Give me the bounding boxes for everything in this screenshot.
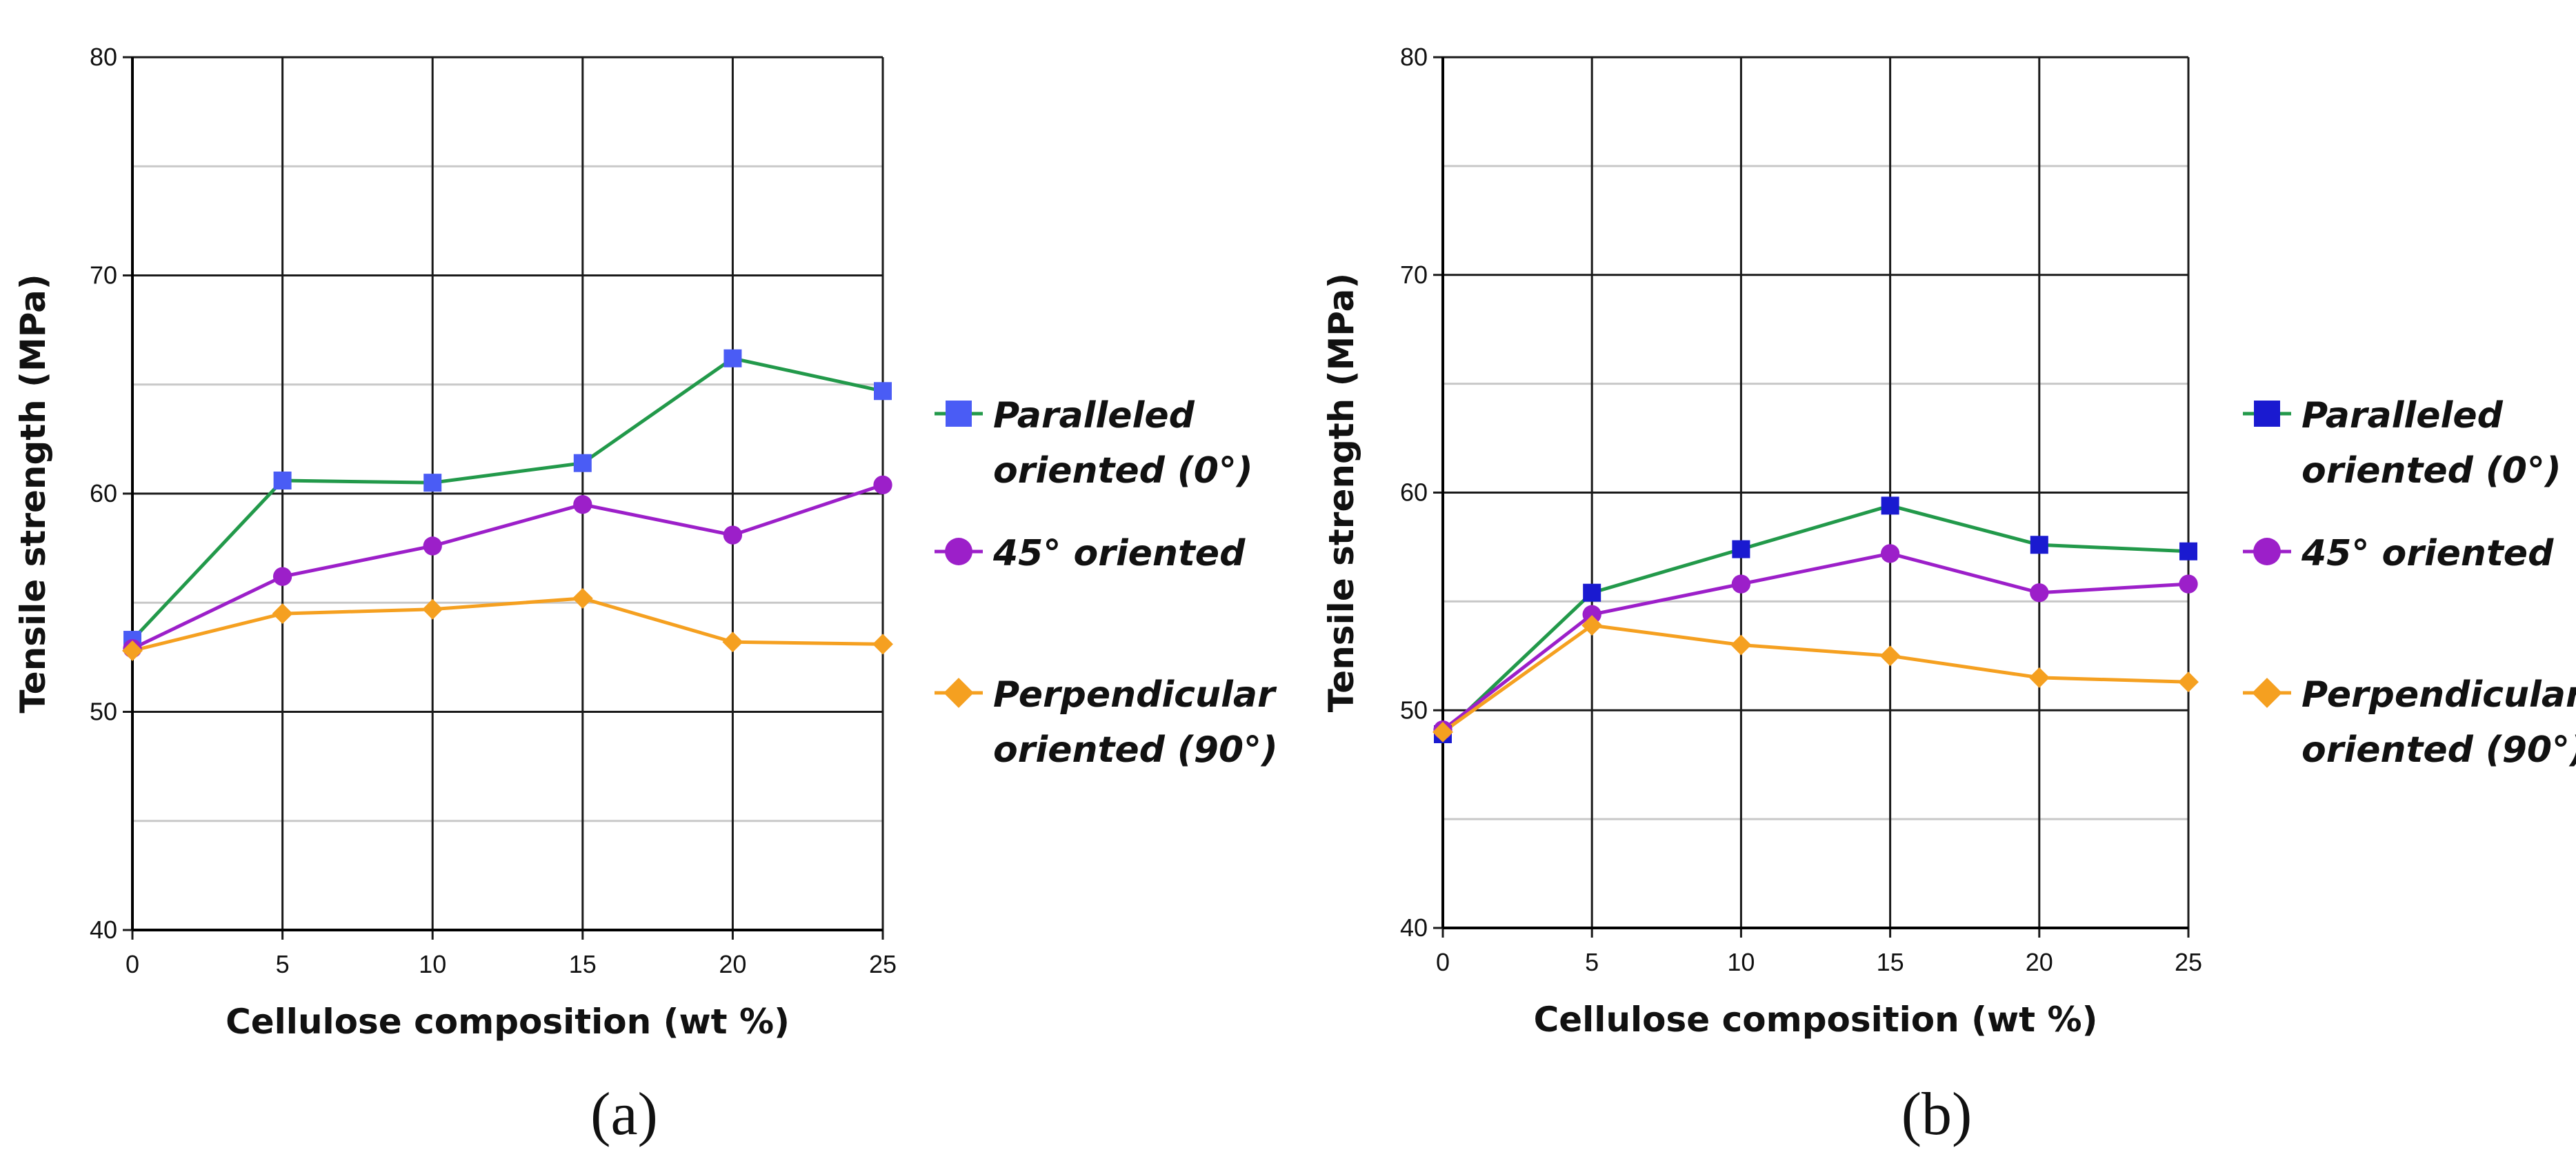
y-tick-label: 40 (1400, 913, 1428, 942)
legend-label: 45° oriented (2301, 533, 2554, 574)
legend-entry-0: Paralleled oriented (0°) (935, 395, 1253, 492)
legend-entry-1: 45° oriented (2243, 533, 2554, 574)
data-point-series-0 (2179, 542, 2197, 560)
data-point-series-0 (2030, 536, 2048, 554)
x-tick-label: 15 (569, 950, 597, 978)
y-axis-title: Tensile strength (MPa) (1321, 273, 1361, 712)
data-point-series-1 (723, 525, 743, 545)
legend-label: oriented (0°) (993, 450, 1253, 492)
legend-label: oriented (0°) (2302, 450, 2562, 492)
data-point-series-0 (273, 472, 292, 490)
data-point-series-2 (422, 598, 443, 620)
series-line-1 (131, 483, 883, 650)
data-point-series-0 (723, 349, 742, 367)
data-point-series-2 (1879, 645, 1901, 667)
data-point-series-1 (1880, 544, 1900, 563)
x-tick-label: 5 (1585, 948, 1599, 976)
data-point-series-2 (272, 603, 293, 625)
y-tick-label: 60 (90, 479, 117, 507)
legend-label: Paralleled (2302, 395, 2504, 436)
x-tick-label: 10 (1727, 948, 1755, 976)
series-line-2 (132, 596, 883, 653)
data-point-series-0 (1583, 583, 1601, 602)
legend-label: Paralleled (993, 395, 1195, 436)
y-tick-label: 80 (1400, 43, 1428, 71)
data-point-series-2 (1730, 634, 1752, 656)
y-axis-title: Tensile strength (MPa) (13, 274, 53, 713)
data-point-series-1 (1582, 605, 1601, 624)
data-point-series-1 (873, 475, 892, 494)
data-point-series-1 (2179, 574, 2198, 594)
legend-label: oriented (90°) (2302, 729, 2576, 771)
data-point-series-2 (2178, 671, 2199, 693)
data-point-series-1 (2030, 583, 2049, 603)
legend-entry-2: Perpendicular oriented (90°) (935, 674, 1278, 771)
y-tick-label: 50 (90, 698, 117, 726)
data-point-series-2 (722, 632, 743, 653)
data-point-series-1 (272, 567, 292, 586)
legend-marker (945, 538, 972, 565)
legend-label: Perpendicular (993, 674, 1277, 716)
legend-entry-0: Paralleled oriented (0°) (2243, 395, 2562, 492)
data-point-series-2 (2028, 667, 2050, 688)
x-tick-label: 20 (2026, 948, 2053, 976)
x-tick-label: 25 (2175, 948, 2202, 976)
y-tick-label: 80 (90, 43, 117, 71)
series-line-2 (1441, 623, 2189, 734)
x-tick-label: 0 (126, 950, 139, 978)
x-tick-label: 20 (719, 950, 746, 978)
chart-panel-0: 40 50 60 70 80 0 5 10 15 20 25 Cellulose compositio… (13, 43, 1278, 1148)
data-point-series-2 (1432, 721, 1453, 742)
legend-entry-1: 45° oriented (935, 533, 1246, 574)
x-tick-label: 5 (276, 950, 290, 978)
legend-marker (2252, 678, 2282, 708)
y-tick-label: 70 (1400, 261, 1428, 289)
x-tick-label: 25 (869, 950, 897, 978)
legend-marker (2254, 401, 2280, 427)
legend-marker (946, 401, 972, 427)
data-point-series-2 (572, 587, 593, 609)
legend-label: Perpendicular (2302, 674, 2576, 716)
x-tick-label: 0 (1436, 948, 1450, 976)
y-tick-label: 50 (1400, 696, 1428, 724)
legend-marker (943, 678, 974, 708)
legend-label: oriented (90°) (993, 729, 1278, 771)
series-line-0 (131, 356, 883, 641)
panel-label: (b) (1901, 1081, 1973, 1148)
data-point-series-2 (872, 634, 893, 655)
legend-marker (2253, 538, 2281, 565)
data-point-series-0 (1881, 496, 1899, 515)
series-line-0 (1441, 503, 2189, 736)
x-tick-label: 10 (419, 950, 446, 978)
y-tick-label: 40 (90, 916, 117, 944)
data-point-series-0 (423, 474, 442, 492)
data-point-series-0 (1732, 540, 1750, 558)
data-point-series-0 (573, 454, 592, 472)
data-point-series-1 (423, 536, 442, 556)
x-axis-title: Cellulose composition (wt %) (1534, 1000, 2098, 1040)
x-tick-label: 15 (1877, 948, 1904, 976)
legend-label: 45° oriented (992, 533, 1246, 574)
data-point-series-2 (122, 640, 143, 661)
data-point-series-1 (573, 495, 592, 514)
y-tick-label: 70 (90, 261, 117, 290)
legend-entry-2: Perpendicular oriented (90°) (2243, 674, 2576, 771)
y-tick-label: 60 (1400, 478, 1428, 507)
series-line-1 (1441, 552, 2189, 731)
data-point-series-1 (1731, 574, 1751, 594)
chart-panel-1: 40 50 60 70 80 0 5 10 15 20 25 Cellulose compositio… (1321, 43, 2576, 1148)
data-point-series-0 (874, 382, 892, 401)
panel-label: (a) (590, 1081, 658, 1148)
data-point-series-2 (1581, 615, 1603, 636)
x-axis-title: Cellulose composition (wt %) (226, 1002, 790, 1042)
